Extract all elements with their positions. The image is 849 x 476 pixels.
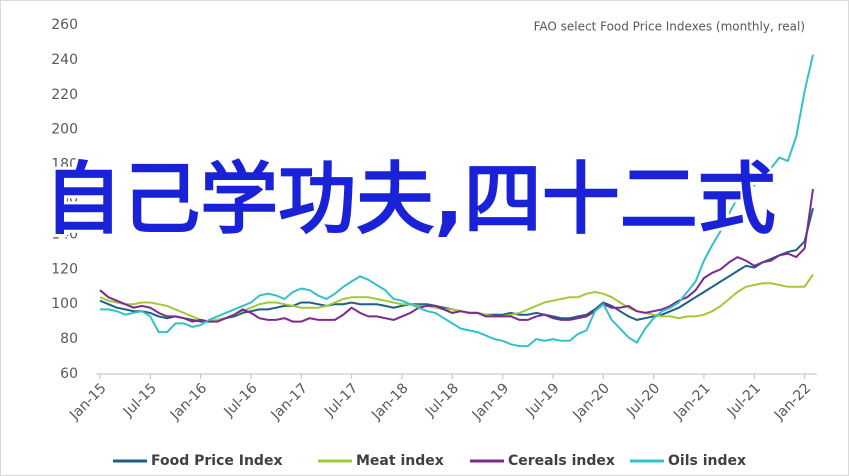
- legend-label: Meat index: [356, 453, 444, 469]
- legend-label: Food Price Index: [151, 453, 282, 469]
- series-line: [100, 54, 814, 348]
- chart-title: FAO select Food Price Indexes (monthly, …: [534, 20, 805, 34]
- y-tick-label: 140: [51, 226, 78, 242]
- y-tick-label: 60: [60, 366, 78, 382]
- y-tick-label: 180: [51, 157, 78, 173]
- overlay-text: 自己学功夫,四十二式: [41, 152, 779, 248]
- legend-label: Oils index: [668, 453, 746, 469]
- series-line: [99, 188, 814, 323]
- y-tick-label: 200: [51, 122, 78, 138]
- y-tick-label: 100: [51, 296, 78, 312]
- legend-label: Cereals index: [508, 453, 615, 469]
- y-tick-label: 120: [51, 261, 78, 277]
- y-tick-label: 80: [60, 331, 78, 347]
- y-tick-label: 260: [51, 17, 78, 33]
- y-tick-label: 160: [51, 192, 78, 208]
- series-line: [99, 273, 814, 323]
- y-tick-label: 220: [51, 87, 78, 103]
- y-tick-label: 240: [51, 52, 78, 68]
